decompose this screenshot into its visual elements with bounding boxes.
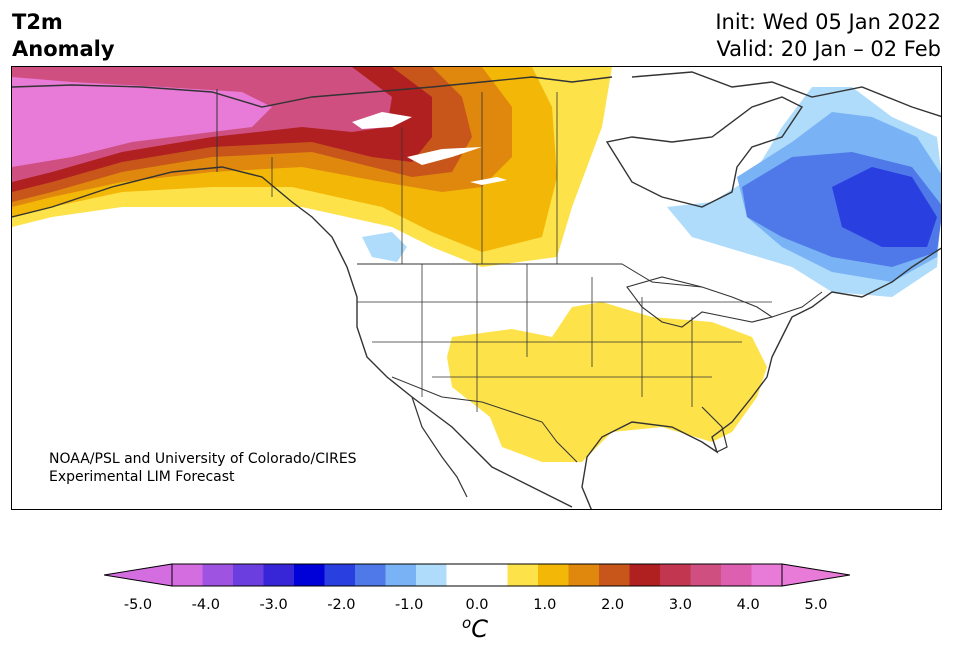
- colorbar-cell: [416, 564, 448, 586]
- colorbar-cell: [355, 564, 387, 586]
- border-us-mexico: [391, 376, 578, 463]
- colorbar-cell: [629, 564, 661, 586]
- coastline-east: [581, 247, 941, 509]
- coastline-north: [12, 71, 941, 118]
- colorbar-cell: [324, 564, 356, 586]
- colorbar-cell: [751, 564, 783, 586]
- colorbar-cells: [172, 564, 783, 586]
- colorbar-tick-label: -5.0: [123, 597, 153, 613]
- init-date: Init: Wed 05 Jan 2022: [715, 10, 941, 34]
- colorbar-tick-label: 0.0: [465, 597, 489, 613]
- lake-great-slave: [407, 147, 482, 165]
- colorbar-tick-label: -4.0: [191, 597, 220, 613]
- colorbar-tick-label: 1.0: [533, 597, 557, 613]
- colorbar-cell: [721, 564, 753, 586]
- colorbar-cell: [599, 564, 631, 586]
- credit-line-1: NOAA/PSL and University of Colorado/CIRE…: [49, 451, 357, 467]
- colorbar-cell: [294, 564, 326, 586]
- cool-region-idaho: [362, 232, 407, 262]
- colorbar-cell: [660, 564, 692, 586]
- state-borders: [271, 92, 772, 412]
- unit-degree: o: [462, 614, 472, 632]
- colorbar: [104, 563, 850, 587]
- colorbar-cell: [568, 564, 600, 586]
- forecast-dates: Init: Wed 05 Jan 2022 Valid: 20 Jan – 02…: [715, 9, 941, 63]
- map-svg: [12, 67, 941, 509]
- cool-region-deepblue: [832, 167, 937, 247]
- map-title: T2m Anomaly: [12, 9, 115, 63]
- colorbar-cell: [172, 564, 204, 586]
- colorbar-tick-label: 4.0: [736, 597, 760, 613]
- colorbar-tick-label: 2.0: [601, 597, 625, 613]
- lake-great-bear: [352, 112, 412, 129]
- colorbar-cell: [690, 564, 722, 586]
- variable-qualifier: Anomaly: [12, 37, 115, 61]
- colorbar-max-arrow: [781, 563, 850, 587]
- colorbar-cell: [538, 564, 570, 586]
- coastline-florida: [701, 406, 728, 453]
- colorbar-unit: oC: [462, 614, 488, 643]
- warm-region-pink: [12, 77, 272, 167]
- credit-line-2: Experimental LIM Forecast: [49, 469, 235, 485]
- unit-letter: C: [471, 615, 488, 643]
- colorbar-cell: [477, 564, 509, 586]
- colorbar-tick-label: -1.0: [395, 597, 424, 613]
- coastline-hudson-bay: [605, 96, 804, 208]
- colorbar-cell: [233, 564, 265, 586]
- colorbar-cell: [263, 564, 295, 586]
- warm-region-south-us: [447, 302, 767, 462]
- colorbar-tick-label: 3.0: [668, 597, 692, 613]
- colorbar-cell: [385, 564, 417, 586]
- colorbar-tick-label: -3.0: [259, 597, 288, 613]
- colorbar-cell: [202, 564, 234, 586]
- colorbar-outline: [171, 563, 783, 587]
- colorbar-cell: [507, 564, 539, 586]
- coastline-alaska-south: [12, 166, 573, 508]
- variable-name: T2m: [12, 10, 63, 34]
- border-us-canada: [357, 263, 823, 318]
- valid-range: Valid: 20 Jan – 02 Feb: [716, 37, 941, 61]
- colorbar-tick-label: -2.0: [327, 597, 356, 613]
- coastline-baja: [411, 396, 468, 498]
- anomaly-map: [11, 66, 942, 510]
- colorbar-cell: [446, 564, 478, 586]
- colorbar-tick-label: 5.0: [804, 597, 828, 613]
- colorbar-min-arrow: [104, 563, 173, 587]
- credit-text: NOAA/PSL and University of Colorado/CIRE…: [49, 450, 357, 486]
- lake-athabasca: [470, 177, 507, 185]
